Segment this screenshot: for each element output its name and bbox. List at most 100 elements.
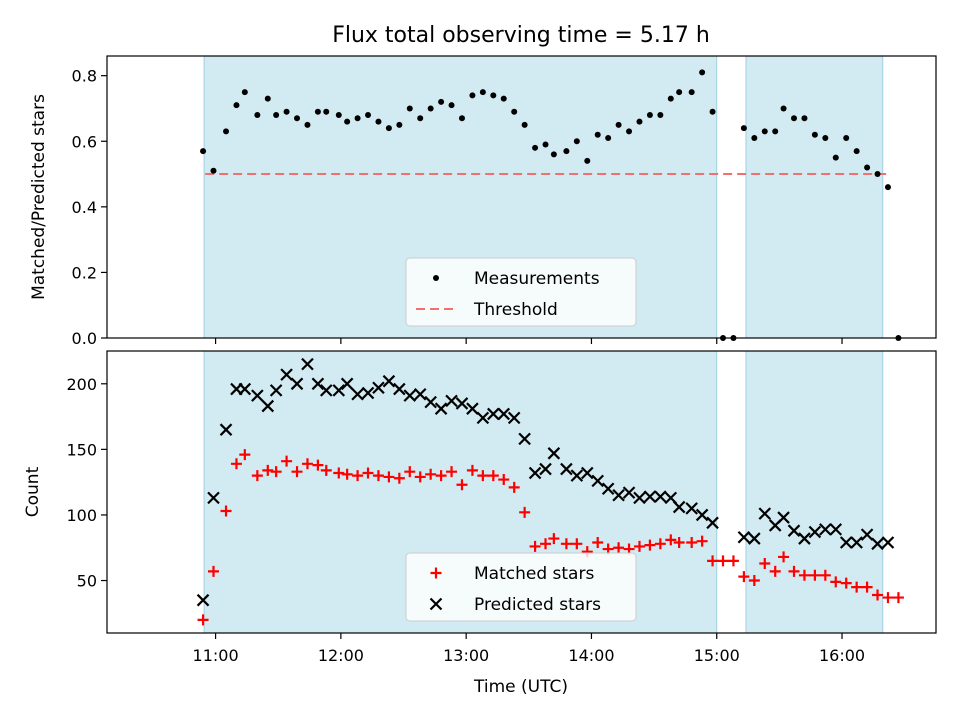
matched-stars-series (197, 449, 904, 626)
data-point (532, 144, 539, 151)
data-point (319, 384, 333, 397)
data-point (654, 490, 667, 503)
ratio-axes-frame (106, 55, 937, 339)
data-point (822, 134, 829, 141)
data-point (220, 505, 232, 517)
data-point (622, 486, 636, 499)
y-tick-label: 0.0 (72, 329, 97, 348)
data-point (633, 540, 645, 552)
data-point (580, 466, 594, 480)
data-point (372, 381, 385, 395)
data-point (291, 466, 303, 478)
legend-label: Predicted stars (474, 595, 601, 615)
data-point (476, 411, 490, 425)
data-point (312, 459, 324, 471)
data-point (417, 115, 424, 122)
data-point (584, 157, 591, 164)
legend-marker (430, 567, 442, 579)
data-point (592, 536, 604, 548)
data-point (798, 569, 810, 581)
y-tick-label: 50 (77, 572, 97, 591)
ratio-panel: 0.00.20.40.60.8 Matched/Predicted stars … (29, 55, 937, 348)
data-point (434, 402, 448, 415)
count-x-ticks: 11:00 12:00 13:00 14:00 15:00 16:00 (193, 633, 865, 665)
y-tick-label: 0.8 (72, 67, 97, 86)
data-point (881, 536, 895, 549)
data-point (404, 466, 416, 478)
data-point (332, 384, 346, 397)
data-point (340, 377, 354, 391)
y-tick-label: 0.4 (72, 198, 97, 217)
data-point (333, 467, 345, 479)
data-point (519, 506, 531, 518)
data-point (777, 511, 790, 524)
data-point (699, 69, 706, 76)
data-point (688, 89, 695, 96)
data-point (314, 108, 321, 115)
data-point (626, 128, 633, 135)
data-point (809, 569, 821, 581)
data-point (383, 471, 395, 483)
data-point (851, 581, 863, 593)
legend-marker (429, 597, 443, 611)
data-point (382, 374, 396, 388)
y-tick-label: 100 (66, 506, 97, 525)
data-point (372, 470, 384, 482)
count-y-ticks: 50 100 150 200 (66, 375, 107, 591)
data-point (362, 467, 374, 479)
data-point (487, 407, 500, 421)
data-point (548, 533, 560, 545)
x-tick-label: 12:00 (318, 646, 364, 665)
data-point (780, 105, 787, 112)
data-point (251, 470, 263, 482)
data-point (413, 388, 427, 401)
data-point (254, 112, 261, 119)
data-point (738, 571, 750, 583)
data-point (550, 151, 557, 158)
data-point (769, 565, 781, 577)
data-point (798, 532, 811, 545)
data-point (657, 112, 664, 119)
legend-label: Matched stars (474, 564, 594, 584)
data-point (791, 115, 798, 122)
data-point (665, 534, 677, 546)
data-point (819, 569, 831, 581)
data-point (196, 593, 210, 607)
data-point (830, 576, 842, 588)
data-point (414, 471, 426, 483)
data-point (892, 592, 904, 604)
data-point (829, 523, 843, 536)
x-tick-label: 11:00 (193, 646, 239, 665)
legend-marker (433, 275, 439, 281)
x-tick-label: 15:00 (694, 646, 740, 665)
data-point (636, 118, 643, 125)
data-point (613, 542, 625, 554)
data-point (446, 466, 458, 478)
data-point (424, 395, 437, 409)
data-point (207, 565, 219, 577)
data-point (573, 138, 580, 145)
data-point (365, 112, 372, 119)
data-point (351, 388, 364, 401)
data-point (281, 455, 293, 467)
data-point (466, 402, 479, 415)
data-point (748, 532, 761, 545)
data-point (262, 464, 274, 476)
data-point (301, 458, 313, 470)
data-point (280, 368, 293, 381)
data-point (560, 538, 572, 550)
data-point (811, 131, 818, 138)
data-point (294, 115, 301, 122)
data-point (772, 128, 779, 135)
count-legend: Matched stars Predicted stars (405, 552, 637, 622)
data-point (594, 131, 601, 138)
measurements-series (200, 69, 902, 341)
data-point (843, 134, 850, 141)
data-point (445, 394, 458, 408)
data-point (540, 538, 552, 550)
data-point (438, 98, 445, 105)
data-point (341, 468, 353, 480)
data-point (479, 89, 486, 96)
data-point (269, 384, 283, 397)
data-point (320, 464, 332, 476)
